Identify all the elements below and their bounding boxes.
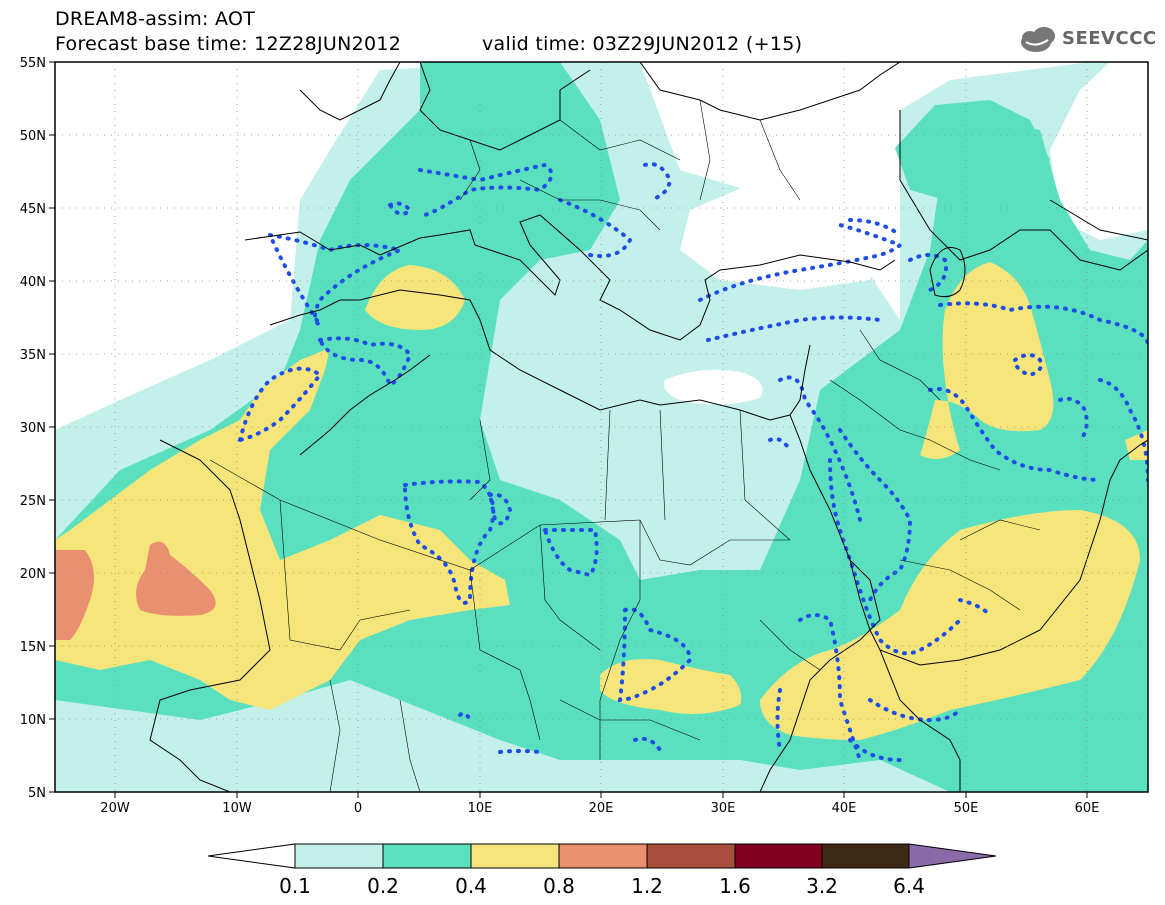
clear-area: [1050, 62, 1148, 240]
colorbar-label: 0.4: [455, 874, 487, 898]
lon-label: 0: [354, 801, 362, 816]
colorbar-label: 3.2: [806, 874, 838, 898]
lat-label: 50N: [20, 129, 46, 144]
colorbar-swatch: [558, 843, 648, 869]
lat-label: 20N: [20, 567, 46, 582]
aot-band-0.4: [760, 510, 1140, 740]
cloud-logo-icon: [1021, 27, 1055, 52]
lon-label: 20W: [100, 801, 130, 816]
colorbar-label: 1.2: [631, 874, 663, 898]
aot-band-0.8: [136, 541, 216, 616]
lon-label: 10W: [222, 801, 252, 816]
lat-labels: 55N 50N 45N 40N 35N 30N 25N 20N 15N 10N …: [20, 56, 46, 801]
lat-label: 30N: [20, 421, 46, 436]
aot-band-0.4: [600, 659, 742, 714]
colorbar-labels: 0.1 0.2 0.4 0.8 1.2 1.6 3.2 6.4: [279, 874, 925, 898]
colorbar-swatch: [294, 843, 384, 869]
lat-label: 35N: [20, 348, 46, 363]
lat-label: 25N: [20, 494, 46, 509]
coastlines: [149, 62, 1148, 792]
colorbar-swatch: [646, 843, 736, 869]
lat-label: 5N: [28, 786, 46, 801]
colorbar-swatch: [382, 843, 472, 869]
colorbar-label: 6.4: [893, 874, 925, 898]
aot-band-0.8: [55, 550, 94, 640]
lon-label: 10E: [468, 801, 493, 816]
clear-area: [680, 180, 880, 290]
colorbar: [207, 843, 997, 869]
colorbar-swatch: [470, 843, 560, 869]
aot-band-0.2: [895, 100, 1050, 200]
colorbar-label: 0.2: [367, 874, 399, 898]
lon-label: 40E: [832, 801, 857, 816]
colorbar-label: 0.1: [279, 874, 311, 898]
colorbar-label: 1.6: [719, 874, 751, 898]
colorbar-arrow-low: [207, 843, 296, 869]
base-time: Forecast base time: 12Z28JUN2012: [55, 33, 402, 55]
colorbar-label: 0.8: [543, 874, 575, 898]
lon-label: 50E: [954, 801, 979, 816]
colorbar-swatch: [821, 843, 910, 869]
lat-label: 45N: [20, 202, 46, 217]
colorbar-swatch: [734, 843, 823, 869]
lat-label: 55N: [20, 56, 46, 71]
aot-band-0.4: [920, 262, 1054, 459]
borders: [209, 99, 1041, 792]
ticks: [49, 61, 1088, 798]
lat-label: 15N: [20, 640, 46, 655]
dust-contours: [237, 162, 1148, 762]
lon-label: 60E: [1075, 801, 1100, 816]
lon-label: 30E: [711, 801, 736, 816]
clear-area: [664, 369, 763, 405]
lat-label: 10N: [20, 713, 46, 728]
chart-title: DREAM8-assim: AOT: [55, 8, 256, 30]
valid-time: valid time: 03Z29JUN2012 (+15): [482, 33, 803, 55]
lat-label: 40N: [20, 275, 46, 290]
grid: [55, 62, 1148, 792]
lon-labels: 20W 10W 0 10E 20E 30E 40E 50E 60E: [100, 801, 1099, 816]
lon-label: 20E: [589, 801, 614, 816]
aot-band-0.4: [55, 348, 510, 710]
logo-text: SEEVCCC: [1062, 28, 1157, 49]
colorbar-arrow-high: [908, 843, 997, 869]
